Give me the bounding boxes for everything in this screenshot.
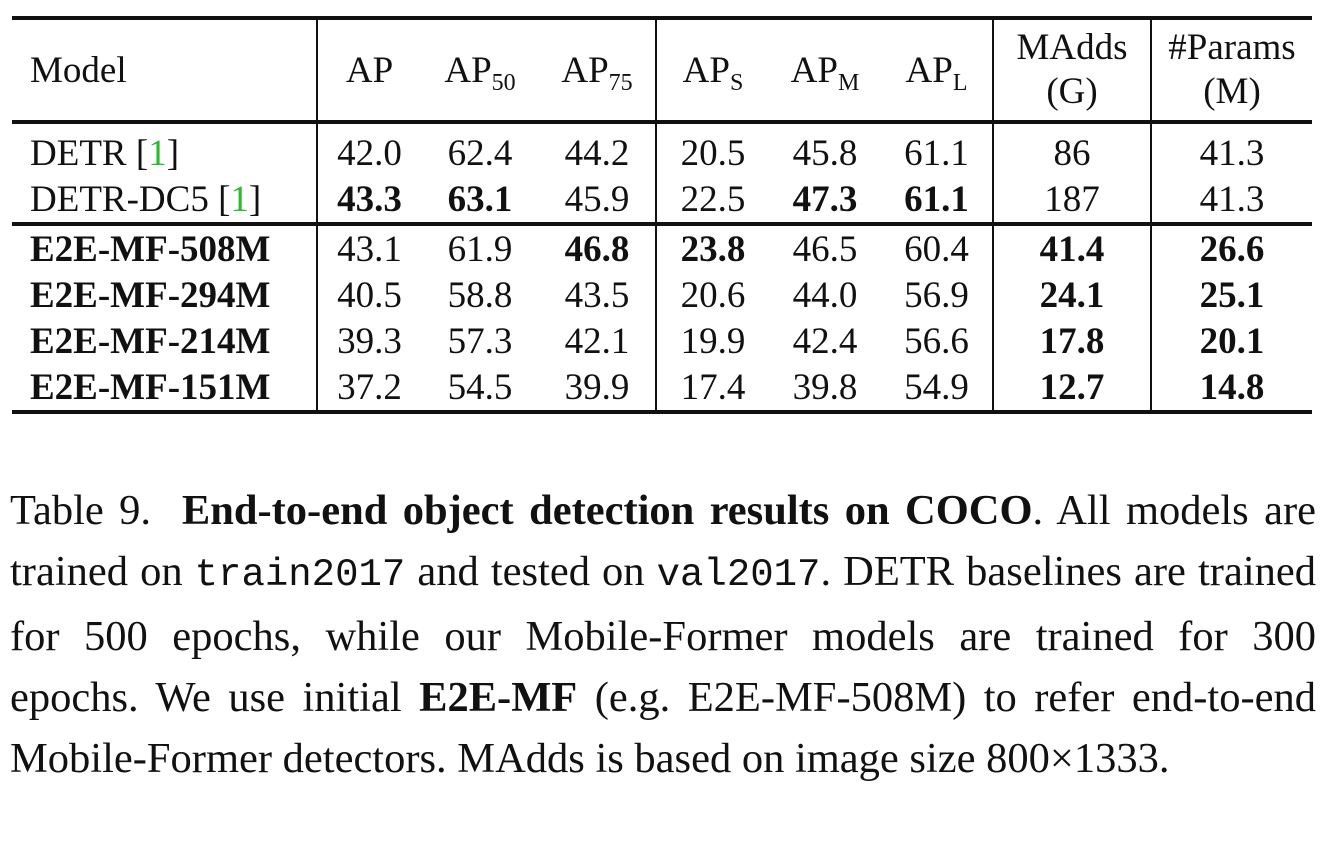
results-table: Model AP AP50 AP75 APS APM APL MAdds (G) … (12, 16, 1312, 414)
table-row: E2E-MF-508M 43.1 61.9 46.8 23.8 46.5 60.… (12, 224, 1312, 272)
table-row: E2E-MF-214M 39.3 57.3 42.1 19.9 42.4 56.… (12, 318, 1312, 364)
aps-cell: 22.5 (680, 178, 746, 220)
model-cell: E2E-MF-214M (12, 318, 318, 364)
ap-cell: 37.2 (337, 366, 402, 408)
header-aps: APS (682, 49, 744, 96)
model-cell: DETR [1] (12, 122, 318, 176)
aps-cell: 17.4 (680, 366, 746, 408)
header-madds: MAdds (G) (993, 18, 1152, 122)
model-cell: E2E-MF-508M (12, 224, 318, 272)
ap75-cell: 44.2 (539, 122, 657, 176)
model-cell: DETR-DC5 [1] (12, 176, 318, 224)
aps-cell: 20.6 (680, 274, 746, 316)
madds-cell: 41.4 (993, 224, 1152, 272)
ap50-cell: 57.3 (447, 320, 513, 362)
ap75-cell: 43.5 (539, 272, 657, 318)
params-cell: 20.1 (1199, 320, 1265, 362)
table-row: E2E-MF-294M 40.5 58.8 43.5 20.6 44.0 56.… (12, 272, 1312, 318)
madds-cell: 12.7 (993, 364, 1152, 412)
table-header-row: Model AP AP50 AP75 APS APM APL MAdds (G) … (12, 18, 1312, 122)
madds-cell: 187 (993, 176, 1152, 224)
table-row: DETR-DC5 [1] 43.3 63.1 45.9 22.5 47.3 61… (12, 176, 1312, 224)
ap-cell: 43.1 (337, 228, 402, 270)
ap50-cell: 62.4 (447, 132, 513, 174)
apl-cell: 60.4 (881, 224, 994, 272)
apm-cell: 44.0 (792, 274, 858, 316)
caption-label: Table 9. (10, 487, 152, 534)
ap-cell: 42.0 (337, 132, 402, 174)
ap-cell: 40.5 (337, 274, 402, 316)
apl-cell: 56.9 (881, 272, 994, 318)
results-table-container: Model AP AP50 AP75 APS APM APL MAdds (G) … (12, 16, 1312, 416)
header-ap: AP (345, 49, 394, 91)
model-cell: E2E-MF-151M (12, 364, 318, 412)
header-apl: APL (881, 18, 994, 122)
train-set-name: train2017 (194, 553, 406, 597)
aps-cell: 20.5 (680, 132, 746, 174)
citation-link[interactable]: 1 (230, 178, 249, 220)
madds-cell: 86 (993, 122, 1152, 176)
abbreviation: E2E-MF (419, 674, 578, 721)
header-ap75: AP75 (539, 18, 657, 122)
madds-cell: 17.8 (993, 318, 1152, 364)
table-row: DETR [1] 42.0 62.4 44.2 20.5 45.8 61.1 8… (12, 122, 1312, 176)
params-cell: 25.1 (1199, 274, 1265, 316)
apm-cell: 39.8 (792, 366, 858, 408)
ap-cell: 39.3 (337, 320, 402, 362)
ap50-cell: 63.1 (447, 178, 513, 220)
ap75-cell: 39.9 (539, 364, 657, 412)
table-caption: Table 9. End-to-end object detection res… (10, 487, 1316, 782)
ap75-cell: 46.8 (539, 224, 657, 272)
apm-cell: 46.5 (792, 228, 858, 270)
apl-cell: 61.1 (881, 176, 994, 224)
apm-cell: 45.8 (792, 132, 858, 174)
params-cell: 41.3 (1199, 132, 1265, 174)
params-cell: 41.3 (1199, 178, 1265, 220)
apm-cell: 47.3 (792, 178, 858, 220)
ap50-cell: 58.8 (447, 274, 513, 316)
apm-cell: 42.4 (792, 320, 858, 362)
ap75-cell: 45.9 (539, 176, 657, 224)
apl-cell: 54.9 (881, 364, 994, 412)
header-params: #Params (M) (1168, 26, 1296, 112)
model-cell: E2E-MF-294M (12, 272, 318, 318)
ap50-cell: 54.5 (447, 366, 513, 408)
table-row: E2E-MF-151M 37.2 54.5 39.9 17.4 39.8 54.… (12, 364, 1312, 412)
header-model: Model (12, 18, 318, 122)
aps-cell: 23.8 (680, 228, 746, 270)
apl-cell: 61.1 (881, 122, 994, 176)
params-cell: 14.8 (1199, 366, 1265, 408)
ap-cell: 43.3 (337, 178, 402, 220)
citation-link[interactable]: 1 (148, 132, 167, 174)
apl-cell: 56.6 (881, 318, 994, 364)
params-cell: 26.6 (1199, 228, 1265, 270)
ap75-cell: 42.1 (539, 318, 657, 364)
header-apm: APM (790, 49, 860, 96)
madds-cell: 24.1 (993, 272, 1152, 318)
val-set-name: val2017 (656, 553, 821, 597)
header-ap50: AP50 (444, 49, 516, 96)
caption-title: End-to-end object detection results on C… (181, 487, 1033, 534)
aps-cell: 19.9 (680, 320, 746, 362)
ap50-cell: 61.9 (447, 228, 513, 270)
